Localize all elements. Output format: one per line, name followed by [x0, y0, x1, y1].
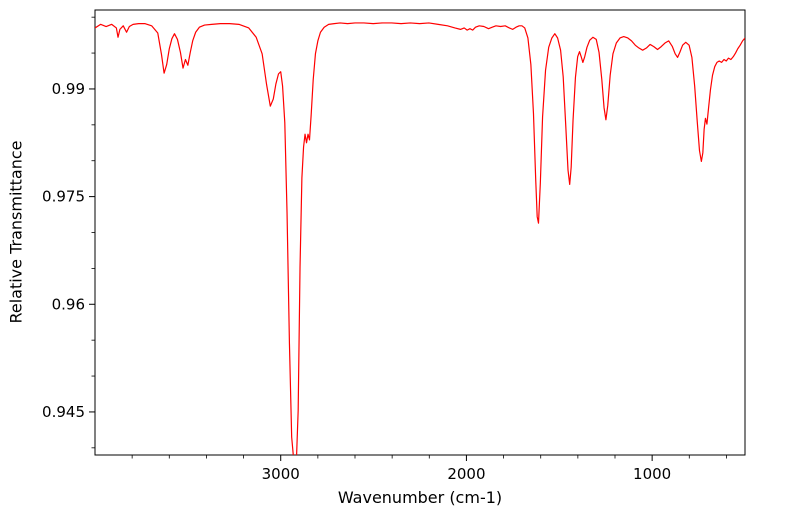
y-tick-label: 0.975 — [42, 188, 85, 206]
plot-border — [94, 9, 746, 456]
y-tick-label: 0.96 — [52, 295, 85, 313]
x-tick-label: 1000 — [633, 465, 671, 483]
y-axis-label: Relative Transmittance — [6, 140, 26, 324]
y-tick-label: 0.99 — [52, 80, 85, 98]
y-tick-label: 0.945 — [42, 403, 85, 421]
x-axis-label: Wavenumber (cm-1) — [337, 488, 503, 507]
x-tick-label: 2000 — [447, 465, 485, 483]
x-tick-label: 3000 — [262, 465, 300, 483]
spectrum-line — [95, 22, 745, 455]
